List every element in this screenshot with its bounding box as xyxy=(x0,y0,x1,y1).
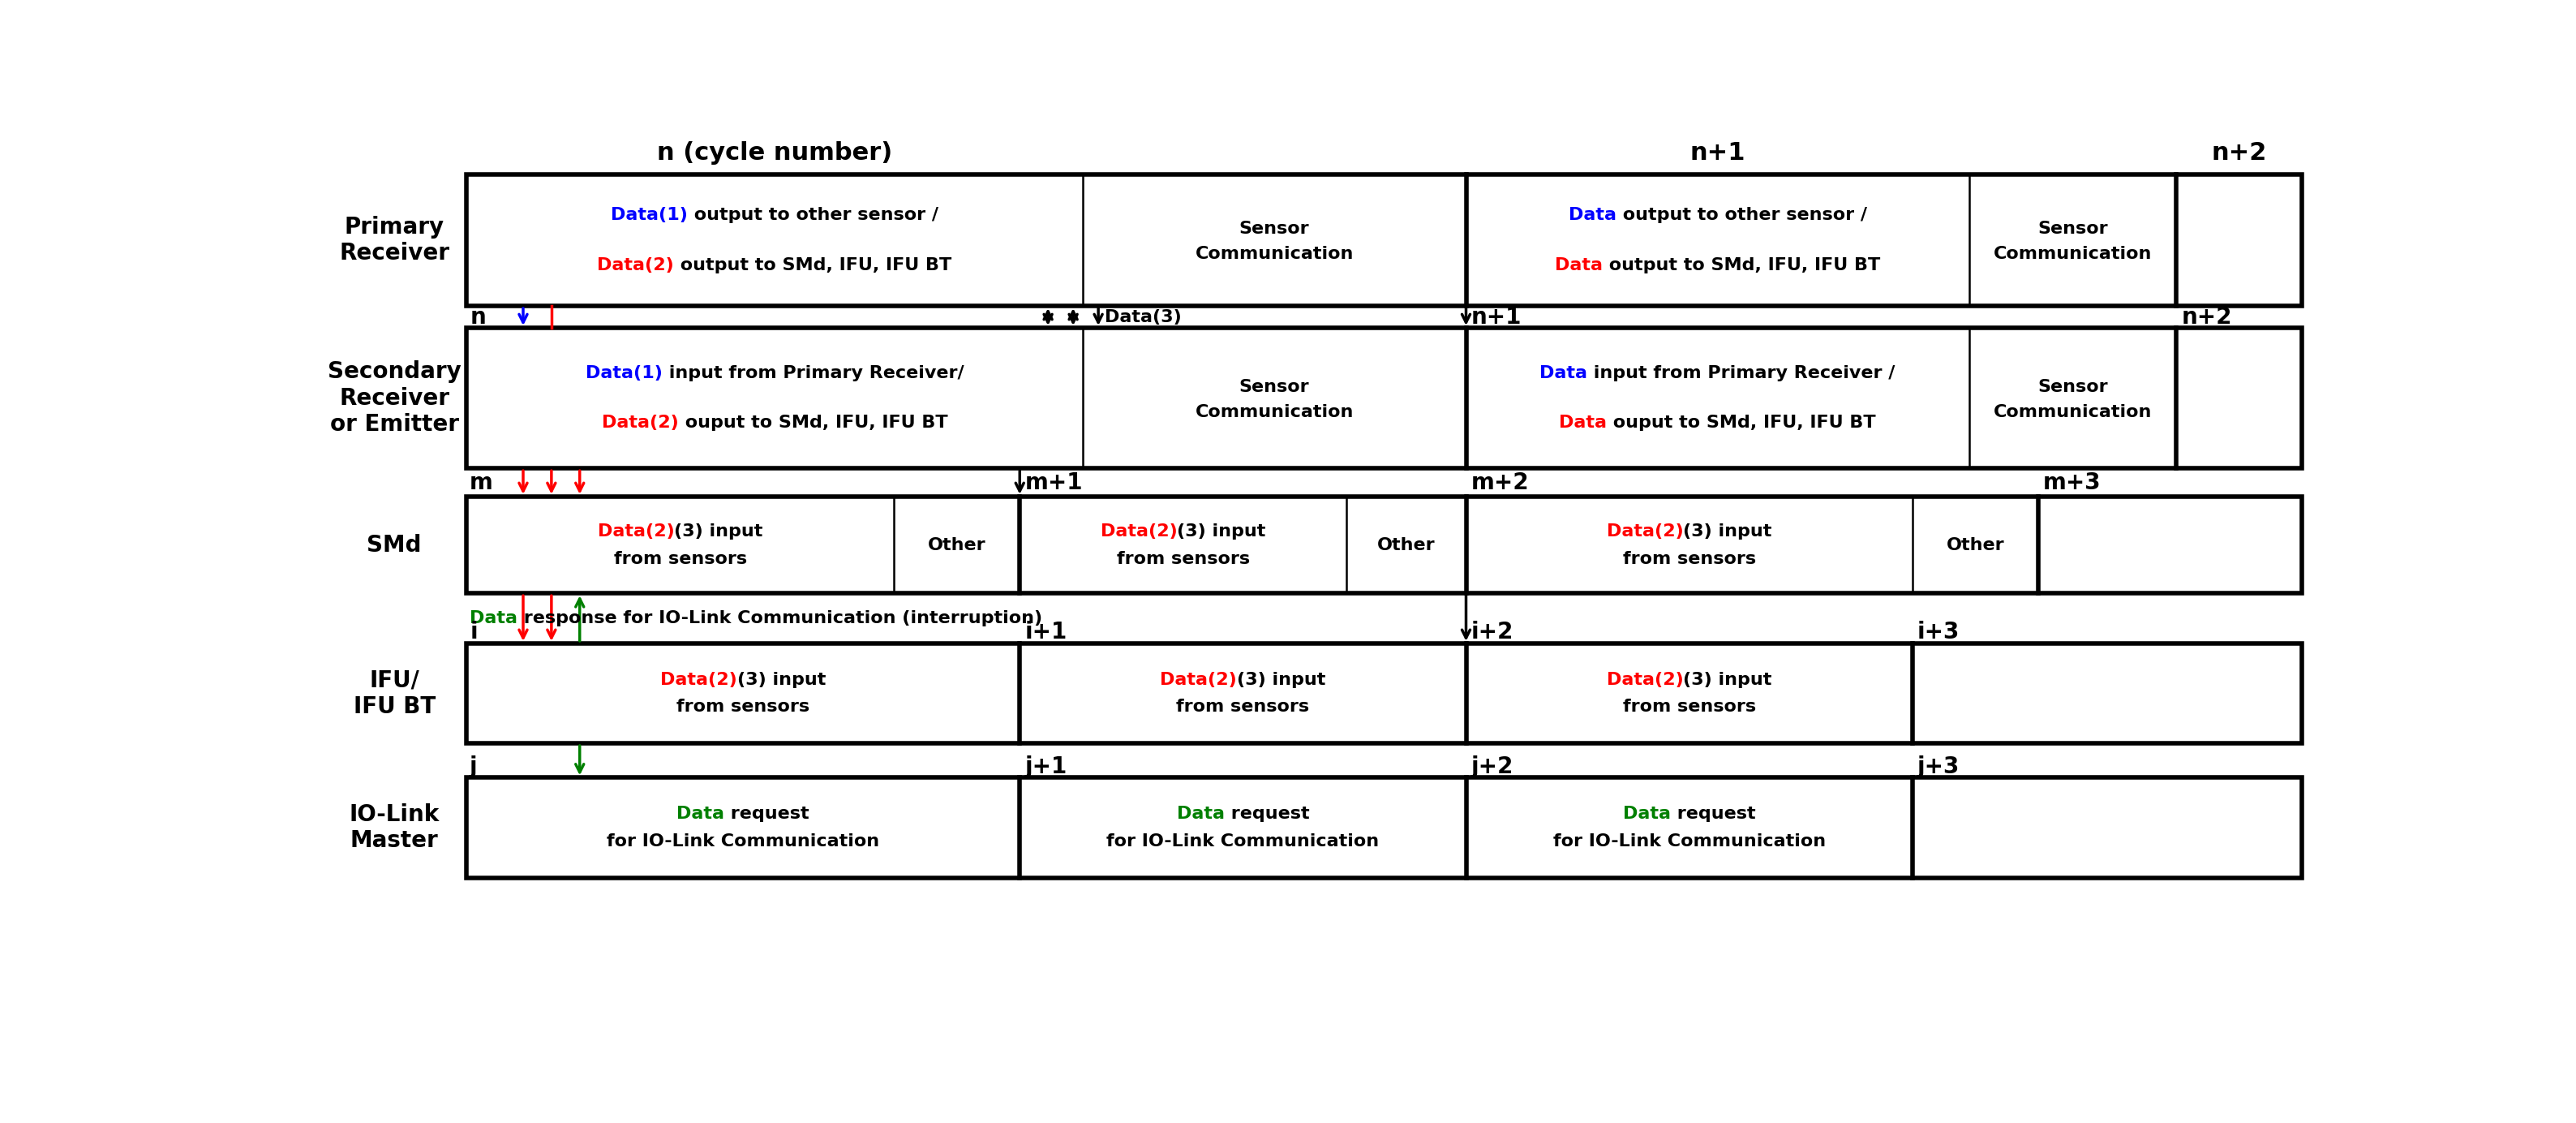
Text: Data: Data xyxy=(1177,806,1224,822)
Text: from sensors: from sensors xyxy=(1623,699,1757,715)
Text: Data(2): Data(2) xyxy=(598,257,675,274)
Text: (3) input: (3) input xyxy=(675,523,762,539)
Text: n+2: n+2 xyxy=(2210,141,2267,165)
Text: from sensors: from sensors xyxy=(613,550,747,567)
Text: output to SMd, IFU, IFU BT: output to SMd, IFU, IFU BT xyxy=(675,257,951,274)
Text: IO-Link
Master: IO-Link Master xyxy=(350,803,440,852)
Text: Data: Data xyxy=(677,806,724,822)
Text: Secondary
Receiver
or Emitter: Secondary Receiver or Emitter xyxy=(327,360,461,436)
Text: ouput to SMd, IFU, IFU BT: ouput to SMd, IFU, IFU BT xyxy=(1607,416,1875,431)
Text: Data(2): Data(2) xyxy=(598,523,675,539)
Text: Data: Data xyxy=(1556,257,1602,274)
Text: response for IO-Link Communication (interruption): response for IO-Link Communication (inte… xyxy=(518,610,1043,627)
Text: output to SMd, IFU, IFU BT: output to SMd, IFU, IFU BT xyxy=(1602,257,1880,274)
Text: Sensor: Sensor xyxy=(1239,221,1309,237)
Text: Communication: Communication xyxy=(1195,246,1352,262)
Bar xyxy=(466,496,2303,593)
Text: Data(2): Data(2) xyxy=(1159,672,1236,687)
Text: (3) input: (3) input xyxy=(1177,523,1265,539)
Text: Data(1): Data(1) xyxy=(611,208,688,223)
Text: m+3: m+3 xyxy=(2043,471,2102,494)
Text: i: i xyxy=(469,621,477,643)
Text: Data(2): Data(2) xyxy=(603,416,677,431)
Text: Data: Data xyxy=(469,610,518,627)
Text: j+1: j+1 xyxy=(1025,755,1066,778)
Text: Data: Data xyxy=(1540,365,1587,381)
Bar xyxy=(466,328,2303,468)
Text: j: j xyxy=(469,755,477,778)
Text: Sensor: Sensor xyxy=(2038,378,2107,395)
Text: (3) input: (3) input xyxy=(737,672,827,687)
Text: for IO-Link Communication: for IO-Link Communication xyxy=(1553,833,1826,849)
Text: j+2: j+2 xyxy=(1471,755,1515,778)
Text: (3) input: (3) input xyxy=(1236,672,1327,687)
Text: m+2: m+2 xyxy=(1471,471,1530,494)
Text: request: request xyxy=(724,806,809,822)
Text: Data(2): Data(2) xyxy=(1607,672,1682,687)
Text: Data(2): Data(2) xyxy=(1607,523,1682,539)
Text: ouput to SMd, IFU, IFU BT: ouput to SMd, IFU, IFU BT xyxy=(677,416,948,431)
Text: IFU/
IFU BT: IFU/ IFU BT xyxy=(353,669,435,718)
Text: (3) input: (3) input xyxy=(1682,672,1772,687)
Text: Communication: Communication xyxy=(1994,404,2151,420)
Text: m: m xyxy=(469,471,492,494)
Text: i+1: i+1 xyxy=(1025,621,1066,643)
Bar xyxy=(466,777,2303,878)
Text: SMd: SMd xyxy=(366,533,422,556)
Text: Data(2): Data(2) xyxy=(1100,523,1177,539)
Text: Data: Data xyxy=(1569,208,1615,223)
Text: Sensor: Sensor xyxy=(2038,221,2107,237)
Text: input from Primary Receiver/: input from Primary Receiver/ xyxy=(662,365,963,381)
Text: Other: Other xyxy=(1945,537,2004,553)
Text: i+3: i+3 xyxy=(1917,621,1960,643)
Text: n (cycle number): n (cycle number) xyxy=(657,141,891,165)
Text: input from Primary Receiver /: input from Primary Receiver / xyxy=(1587,365,1896,381)
Text: Data(1): Data(1) xyxy=(585,365,662,381)
Text: Communication: Communication xyxy=(1994,246,2151,262)
Text: Data(3): Data(3) xyxy=(1105,309,1182,325)
Text: n+1: n+1 xyxy=(1690,141,1747,165)
Text: (3) input: (3) input xyxy=(1682,523,1772,539)
Text: m+1: m+1 xyxy=(1025,471,1082,494)
Text: Data(2): Data(2) xyxy=(659,672,737,687)
Text: output to other sensor /: output to other sensor / xyxy=(1615,208,1868,223)
Text: for IO-Link Communication: for IO-Link Communication xyxy=(1108,833,1378,849)
Text: Other: Other xyxy=(927,537,987,553)
Text: i+2: i+2 xyxy=(1471,621,1515,643)
Text: Other: Other xyxy=(1378,537,1435,553)
Bar xyxy=(466,175,2303,305)
Text: from sensors: from sensors xyxy=(1177,699,1309,715)
Text: n: n xyxy=(469,305,487,328)
Text: from sensors: from sensors xyxy=(677,699,809,715)
Text: output to other sensor /: output to other sensor / xyxy=(688,208,938,223)
Text: Sensor: Sensor xyxy=(1239,378,1309,395)
Text: for IO-Link Communication: for IO-Link Communication xyxy=(608,833,878,849)
Text: from sensors: from sensors xyxy=(1623,550,1757,567)
Bar xyxy=(466,643,2303,743)
Text: Data: Data xyxy=(1623,806,1672,822)
Text: j+3: j+3 xyxy=(1917,755,1960,778)
Text: n+1: n+1 xyxy=(1471,305,1522,328)
Text: request: request xyxy=(1224,806,1309,822)
Text: Data: Data xyxy=(1558,416,1607,431)
Text: Communication: Communication xyxy=(1195,404,1352,420)
Text: from sensors: from sensors xyxy=(1115,550,1249,567)
Text: Primary
Receiver: Primary Receiver xyxy=(340,216,448,265)
Text: n+2: n+2 xyxy=(2182,305,2231,328)
Text: request: request xyxy=(1672,806,1754,822)
